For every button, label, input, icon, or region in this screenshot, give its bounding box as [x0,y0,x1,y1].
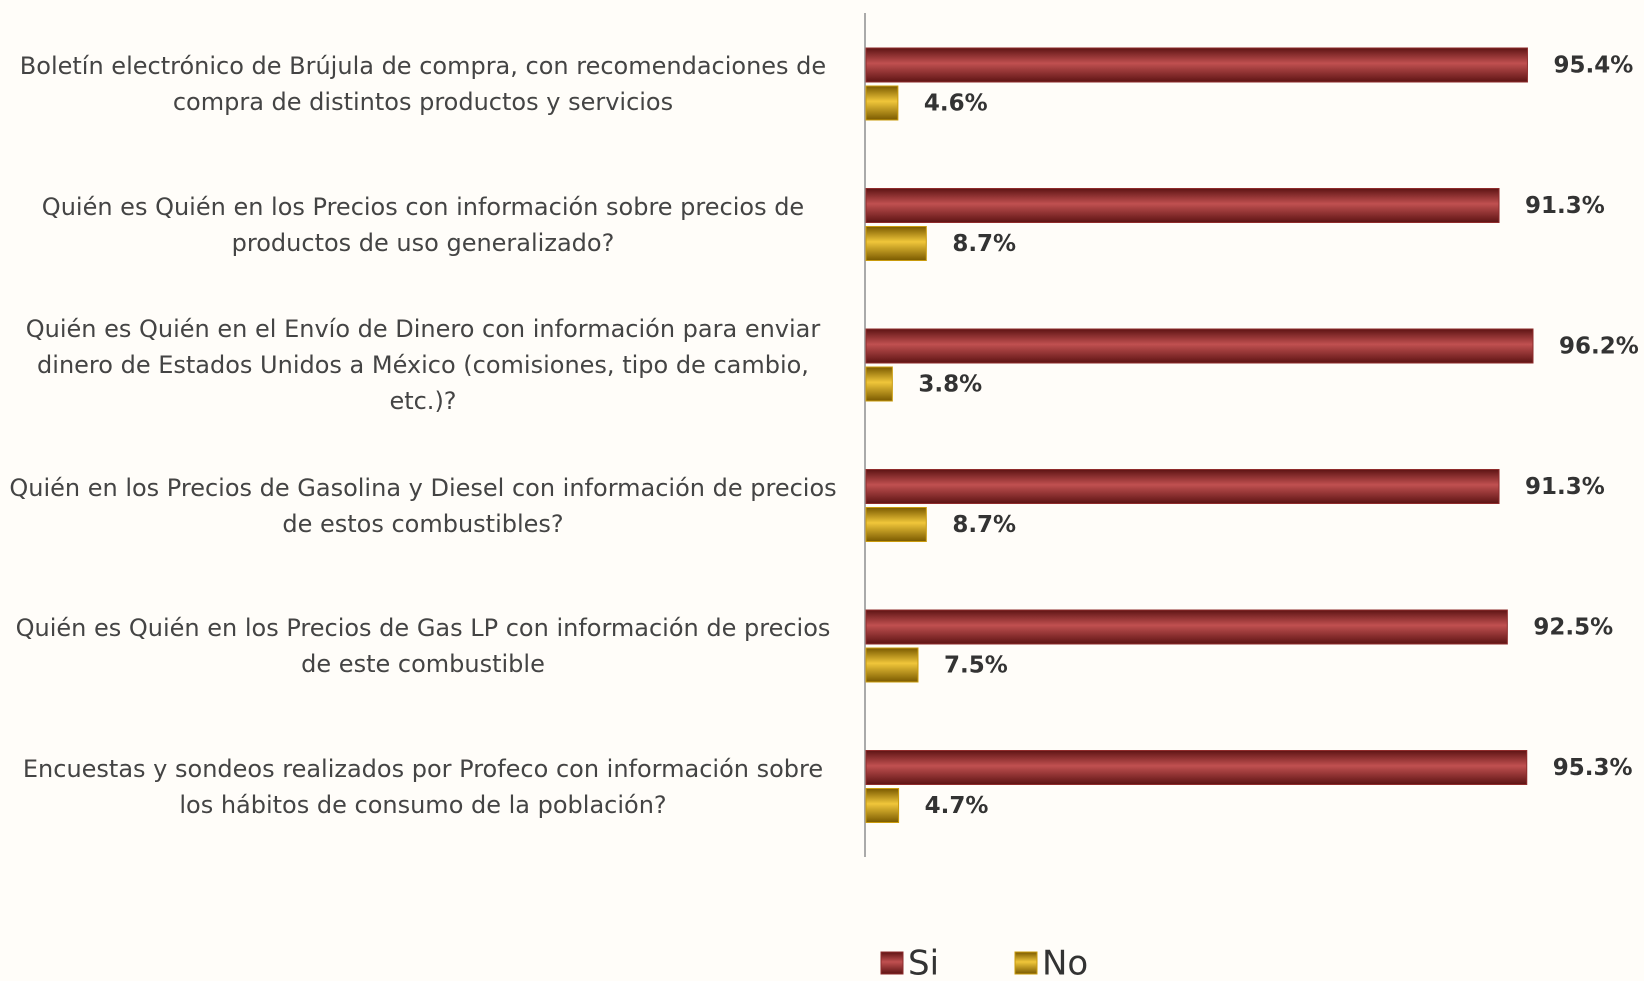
bar [865,469,1500,504]
category-label: Quién es Quién en los Precios con inform… [0,170,838,280]
bar [865,328,1534,364]
legend-swatch [880,951,904,975]
bar [865,85,899,121]
category-text: Encuestas y sondeos realizados por Profe… [22,754,824,819]
value-label: 95.4% [1553,53,1633,79]
bar [865,188,1500,223]
legend-label: No [1042,944,1088,981]
value-label: 3.8% [918,372,982,398]
category-text: Quién es Quién en los Precios de Gas LP … [15,614,831,678]
value-label: 4.7% [925,793,989,819]
value-label: 95.3% [1553,755,1633,781]
bar [865,750,1528,785]
category-label: Quién es Quién en el Envío de Dinero con… [0,310,838,420]
value-label: 7.5% [944,653,1008,679]
value-label: 91.3% [1525,474,1605,500]
category-text: Quién es Quién en el Envío de Dinero con… [25,315,821,415]
category-label: Encuestas y sondeos realizados por Profe… [0,732,838,842]
value-label: 4.6% [924,91,988,117]
category-text: Quién en los Precios de Gasolina y Diese… [9,473,837,538]
value-label: 8.7% [952,512,1016,538]
category-label: Quién es Quién en los Precios de Gas LP … [0,591,838,701]
bar [865,366,893,402]
bar [865,47,1528,83]
category-text: Boletín electrónico de Brújula de compra… [19,52,827,116]
legend-swatch [1014,951,1038,975]
category-label: Boletín electrónico de Brújula de compra… [0,29,838,139]
category-text: Quién es Quién en los Precios con inform… [41,192,805,257]
bar [865,507,927,542]
value-label: 8.7% [952,231,1016,257]
bar [865,647,919,683]
value-label: 91.3% [1525,193,1605,219]
value-label: 92.5% [1533,615,1613,641]
value-label: 96.2% [1559,334,1639,360]
bar [865,609,1508,645]
bar [865,788,900,823]
legend-label: Si [908,944,939,981]
bar [865,226,927,261]
category-label: Quién en los Precios de Gasolina y Diese… [0,451,838,561]
